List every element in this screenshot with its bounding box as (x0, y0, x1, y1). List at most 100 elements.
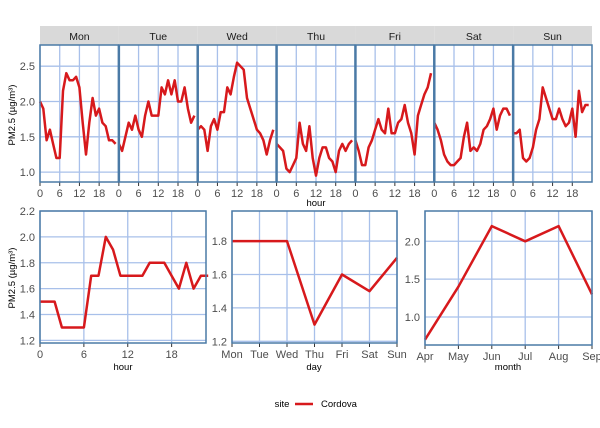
plot-background (40, 211, 206, 343)
y-tick-label: 2.5 (20, 61, 35, 73)
plot-background (425, 211, 592, 345)
facet-strip (197, 26, 277, 45)
facet-strip (355, 26, 435, 45)
y-tick-label: 1.5 (405, 274, 420, 286)
panel-border (231, 210, 398, 344)
panel-border (424, 210, 593, 346)
x-tick-label: 12 (389, 188, 401, 200)
facet-strip (276, 26, 356, 45)
day-panel: 1.2 1.4 1.6 1.8 Mon Tue Wed Thu Fri Sat Sun (212, 210, 407, 361)
hour-xlabel: hour (113, 362, 132, 373)
y-tick-label: 2.0 (20, 232, 35, 244)
x-tick-label: 18 (487, 188, 499, 200)
facet-strip-label: Mon (69, 31, 90, 43)
x-tick-label: Apr (416, 351, 433, 363)
y-tick-label: 1.8 (20, 258, 35, 270)
facet-strip-label: Wed (226, 31, 248, 43)
x-tick-label: 12 (310, 188, 322, 200)
series-line-cordova (354, 72, 433, 167)
x-tick-label: 18 (251, 188, 263, 200)
facet-sun: Sun 0 6 12 18 (510, 26, 593, 200)
x-tick-label: Fri (336, 349, 349, 361)
facet-fri: Fri 0 6 12 18 (352, 26, 436, 200)
facet-strip (118, 26, 198, 45)
x-tick-label: 0 (510, 188, 516, 200)
x-tick-label: 6 (451, 188, 457, 200)
y-tick-label: 2.0 (20, 96, 35, 108)
y-tick-label: 1.0 (405, 312, 420, 324)
legend-entry: Cordova (321, 399, 358, 410)
series-line-cordova (275, 121, 354, 177)
x-tick-label: 6 (293, 188, 299, 200)
series-line-cordova (433, 107, 512, 167)
x-tick-label: Wed (276, 349, 298, 361)
y-tick-label: 1.4 (212, 303, 227, 315)
facet-strip-label: Sat (466, 31, 482, 43)
top-ylabel: PM2.5 (µg/m³) (7, 85, 18, 146)
x-tick-label: 0 (274, 188, 280, 200)
series-line-cordova (196, 61, 275, 156)
month-panel: 1.0 1.5 2.0 Apr May Jun Jul Aug Sep (405, 210, 600, 363)
x-tick-label: 0 (352, 188, 358, 200)
x-tick-label: 18 (566, 188, 578, 200)
x-tick-label: 12 (231, 188, 243, 200)
y-tick-label: 1.8 (212, 236, 227, 248)
facet-strip (40, 26, 119, 45)
facet-strip-label: Tue (149, 31, 167, 43)
facet-tue: Tue 0 6 12 18 (116, 26, 199, 200)
x-tick-label: 18 (93, 188, 105, 200)
month-xlabel: month (495, 362, 521, 373)
y-tick-label: 1.6 (212, 269, 227, 281)
day-xlabel: day (306, 362, 322, 373)
facet-wed: Wed 0 6 12 18 (195, 26, 278, 200)
facet-mon: Mon 1.0 1.5 2.0 2.5 0 6 12 18 (20, 26, 120, 200)
y-tick-label: 1.2 (20, 335, 35, 347)
x-tick-label: Tue (250, 349, 269, 361)
x-tick-label: 18 (330, 188, 342, 200)
x-tick-label: Jul (518, 351, 532, 363)
x-tick-label: 6 (214, 188, 220, 200)
x-tick-label: 18 (166, 349, 178, 361)
x-tick-label: 6 (372, 188, 378, 200)
series-line-cordova (40, 235, 209, 329)
facet-sat: Sat 0 6 12 18 (431, 26, 514, 200)
series-line-cordova (232, 239, 398, 326)
x-tick-label: 0 (116, 188, 122, 200)
facet-strip-label: Fri (389, 31, 401, 43)
y-tick-label: 1.2 (212, 336, 227, 348)
legend: site Cordova (275, 399, 358, 410)
x-tick-label: 12 (546, 188, 558, 200)
hour-ylabel: PM2.5 (µg/m³) (7, 248, 18, 309)
y-tick-label: 1.4 (20, 310, 35, 322)
facet-thu: Thu 0 6 12 18 (274, 26, 357, 200)
y-tick-label: 2.0 (405, 236, 420, 248)
x-tick-label: 6 (136, 188, 142, 200)
series-line-cordova (38, 71, 117, 160)
facet-strip (434, 26, 514, 45)
x-tick-label: Sun (387, 349, 407, 361)
x-tick-label: 0 (37, 188, 43, 200)
x-tick-label: 12 (468, 188, 480, 200)
x-tick-label: Sep (582, 351, 600, 363)
x-tick-label: 0 (431, 188, 437, 200)
x-tick-label: 6 (81, 349, 87, 361)
x-tick-label: 18 (172, 188, 184, 200)
hour-panel: 1.2 1.4 1.6 1.8 2.0 2.2 0 6 12 18 (20, 206, 209, 361)
x-tick-label: Sat (361, 349, 378, 361)
x-tick-label: 12 (73, 188, 85, 200)
x-tick-label: Thu (305, 349, 324, 361)
y-tick-label: 2.2 (20, 206, 35, 218)
top-xlabel: hour (306, 198, 325, 209)
x-tick-label: 0 (37, 349, 43, 361)
y-tick-label: 1.6 (20, 284, 35, 296)
y-tick-label: 1.0 (20, 167, 35, 179)
series-line-cordova (117, 79, 196, 153)
series-line-cordova (513, 86, 589, 163)
facet-strip-label: Thu (307, 31, 325, 43)
y-tick-label: 1.5 (20, 132, 35, 144)
x-tick-label: 6 (57, 188, 63, 200)
x-tick-label: Aug (549, 351, 569, 363)
x-tick-label: 12 (122, 349, 134, 361)
